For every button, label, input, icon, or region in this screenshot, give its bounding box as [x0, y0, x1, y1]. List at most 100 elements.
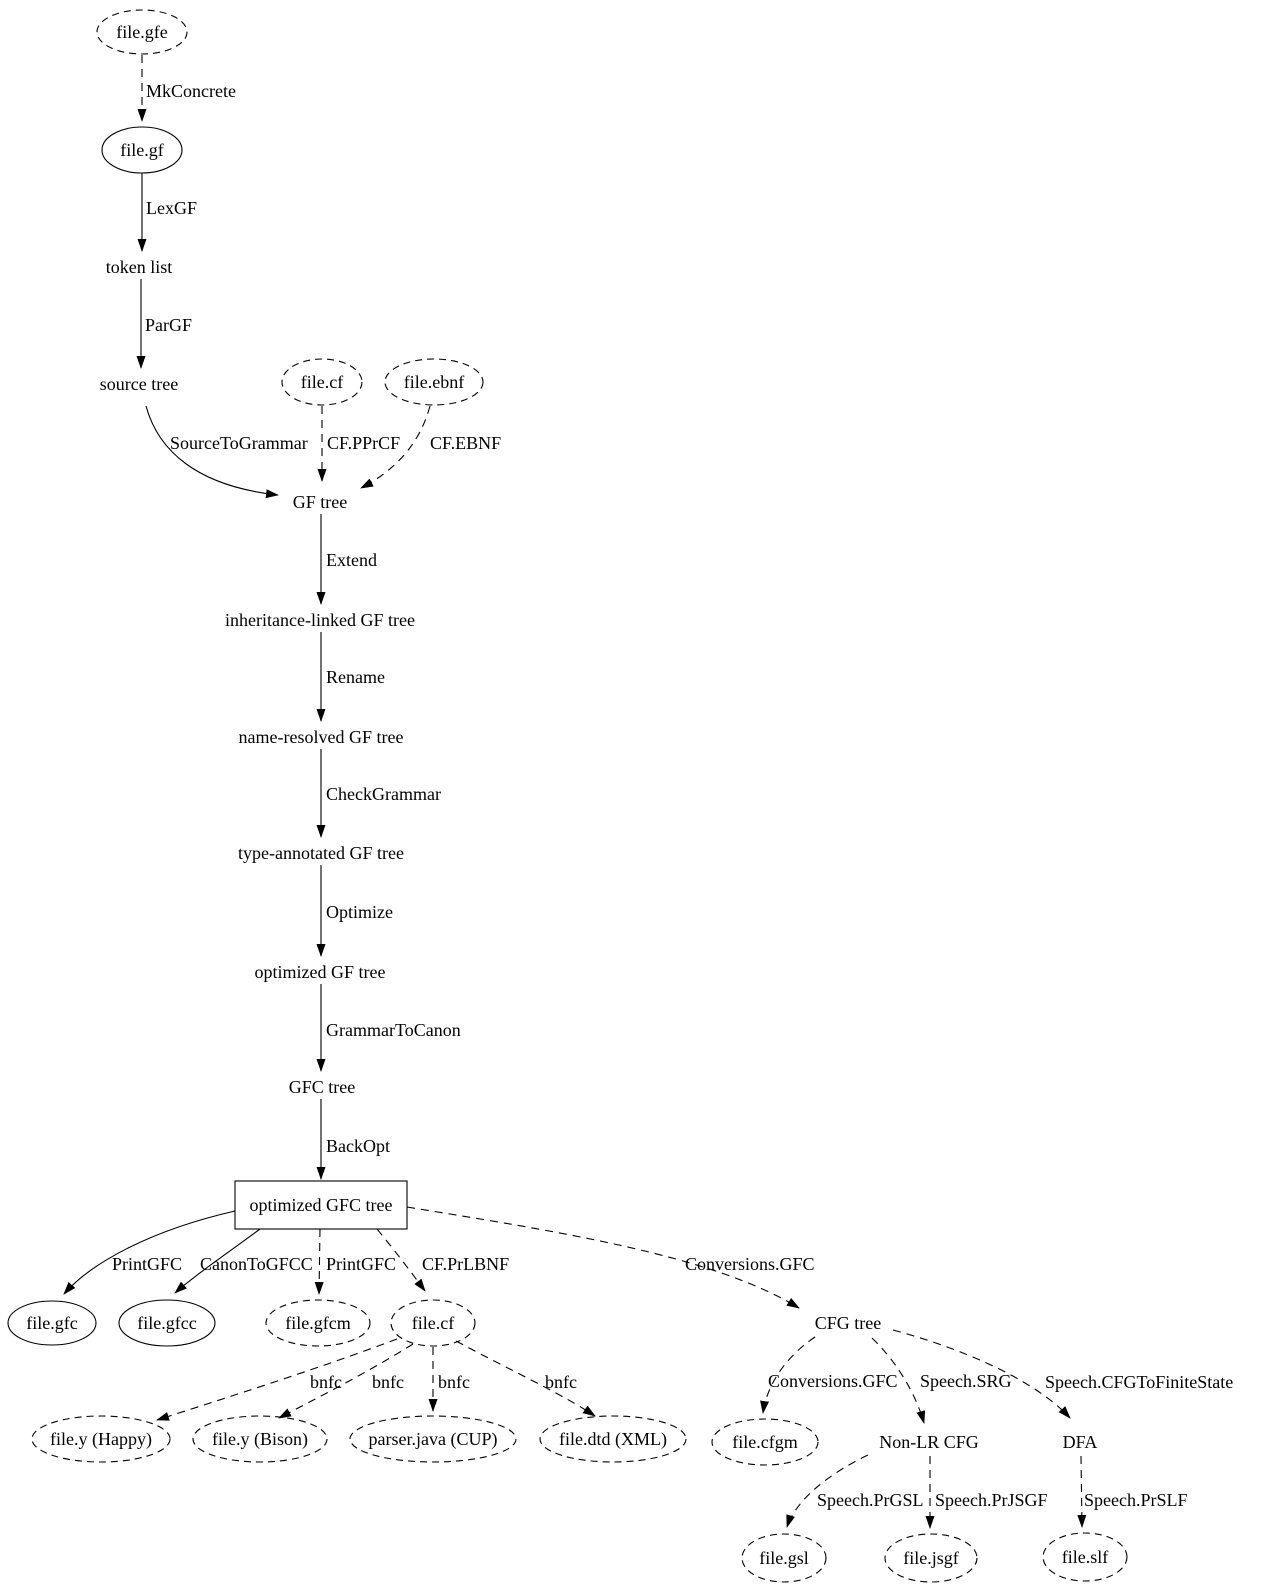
node-source-tree: source tree — [100, 374, 178, 394]
node-file-y-happy: file.y (Happy) — [31, 1415, 171, 1463]
node-shape-file-ebnf — [384, 358, 484, 406]
node-label-opt-gf-tree: optimized GF tree — [255, 962, 386, 982]
node-label-file-dtd-xml: file.dtd (XML) — [559, 1429, 667, 1450]
edge-opt-gfc-tree-to-file-cf-bot — [376, 1228, 426, 1292]
edge-opt-gfc-tree-to-cfg-tree — [406, 1206, 800, 1309]
edge-label-dfa-to-file-slf: Speech.PrSLF — [1084, 1490, 1188, 1510]
node-file-y-bison: file.y (Bison) — [192, 1415, 328, 1463]
node-label-file-gsl: file.gsl — [759, 1548, 809, 1568]
node-shape-parser-java-cup — [349, 1415, 517, 1463]
node-label-file-y-happy: file.y (Happy) — [50, 1429, 152, 1450]
node-label-file-gfc: file.gfc — [26, 1313, 77, 1333]
edge-non-lr-cfg-to-file-gsl — [786, 1454, 869, 1528]
node-shape-file-jsgf — [884, 1533, 978, 1583]
edge-label-gf-tree-to-inh-gf-tree: Extend — [326, 550, 377, 570]
node-label-file-jsgf: file.jsgf — [903, 1548, 959, 1568]
edge-file-ebnf-to-gf-tree — [360, 405, 431, 489]
node-label-parser-java-cup: parser.java (CUP) — [369, 1429, 498, 1450]
edge-label-type-gf-tree-to-opt-gf-tree: Optimize — [326, 902, 393, 922]
edge-label-opt-gfc-tree-to-cfg-tree: Conversions.GFC — [685, 1254, 815, 1274]
node-shape-file-gfcm — [265, 1299, 371, 1347]
node-file-gf: file.gf — [101, 126, 183, 174]
node-file-gfcc: file.gfcc — [118, 1299, 216, 1347]
edge-label-file-gfe-to-file-gf: MkConcrete — [146, 81, 236, 101]
edge-dfa-to-file-slf — [1077, 1455, 1087, 1528]
edge-source-tree-to-gf-tree — [145, 405, 279, 499]
edge-label-name-gf-tree-to-type-gf-tree: CheckGrammar — [326, 784, 441, 804]
node-non-lr-cfg: Non-LR CFG — [879, 1432, 979, 1452]
node-shape-file-gfe — [96, 9, 188, 55]
edge-label-gfc-tree-to-opt-gfc-tree: BackOpt — [326, 1136, 390, 1156]
node-file-gfe: file.gfe — [96, 9, 188, 55]
node-shape-file-y-bison — [192, 1415, 328, 1463]
edge-label-token-list-to-source-tree: ParGF — [145, 315, 192, 335]
node-shape-file-cf-bot — [390, 1299, 476, 1347]
node-type-gf-tree: type-annotated GF tree — [238, 843, 404, 863]
node-shape-file-cfgm — [711, 1418, 819, 1466]
node-token-list: token list — [106, 257, 173, 277]
node-label-inh-gf-tree: inheritance-linked GF tree — [225, 610, 415, 630]
node-label-type-gf-tree: type-annotated GF tree — [238, 843, 404, 863]
edge-opt-gfc-tree-to-file-gfcc — [174, 1228, 261, 1294]
node-label-file-y-bison: file.y (Bison) — [212, 1429, 308, 1450]
node-file-gsl: file.gsl — [741, 1533, 827, 1583]
edge-opt-gfc-tree-to-file-gfc — [63, 1210, 236, 1295]
edge-label-file-cf-bot-to-file-y-bison: bnfc — [372, 1372, 404, 1392]
edge-label-cfg-tree-to-file-cfgm: Conversions.GFC — [768, 1371, 898, 1391]
node-name-gf-tree: name-resolved GF tree — [239, 727, 404, 747]
edge-label-opt-gfc-tree-to-file-cf-bot: CF.PrLBNF — [422, 1254, 509, 1274]
node-file-jsgf: file.jsgf — [884, 1533, 978, 1583]
node-file-slf: file.slf — [1042, 1532, 1128, 1582]
edge-label-inh-gf-tree-to-name-gf-tree: Rename — [326, 667, 385, 687]
edge-label-non-lr-cfg-to-file-jsgf: Speech.PrJSGF — [935, 1490, 1048, 1510]
node-file-cf-top: file.cf — [281, 358, 363, 406]
node-file-ebnf: file.ebnf — [384, 358, 484, 406]
node-label-token-list: token list — [106, 257, 173, 277]
node-label-name-gf-tree: name-resolved GF tree — [239, 727, 404, 747]
node-gf-tree: GF tree — [293, 492, 347, 512]
node-file-gfcm: file.gfcm — [265, 1299, 371, 1347]
edge-label-file-ebnf-to-gf-tree: CF.EBNF — [430, 433, 501, 453]
node-gfc-tree: GFC tree — [289, 1077, 356, 1097]
edge-label-file-cf-bot-to-file-y-happy: bnfc — [310, 1372, 342, 1392]
node-label-file-slf: file.slf — [1062, 1547, 1109, 1567]
node-label-gfc-tree: GFC tree — [289, 1077, 356, 1097]
edge-label-non-lr-cfg-to-file-gsl: Speech.PrGSL — [817, 1490, 924, 1510]
edge-label-opt-gf-tree-to-gfc-tree: GrammarToCanon — [326, 1020, 461, 1040]
node-dfa: DFA — [1063, 1432, 1098, 1452]
edges-layer: MkConcrete LexGF ParGF SourceToGrammar CF.PP… — [63, 55, 1233, 1529]
nodes-layer: file.gfe file.gf token list source tree file… — [7, 9, 1128, 1583]
edge-label-file-cf-bot-to-parser-java-cup: bnfc — [438, 1372, 470, 1392]
node-label-file-gfcm: file.gfcm — [285, 1313, 350, 1333]
edge-file-cf-bot-to-file-dtd-xml — [455, 1340, 596, 1417]
node-label-non-lr-cfg: Non-LR CFG — [879, 1432, 979, 1452]
node-label-gf-tree: GF tree — [293, 492, 347, 512]
edge-label-file-cf-top-to-gf-tree: CF.PPrCF — [327, 433, 400, 453]
node-shape-file-y-happy — [31, 1415, 171, 1463]
node-label-file-gfcc: file.gfcc — [137, 1313, 196, 1333]
node-cfg-tree: CFG tree — [815, 1313, 882, 1333]
node-shape-file-gfc — [7, 1300, 97, 1346]
node-label-file-ebnf: file.ebnf — [404, 372, 464, 392]
node-label-opt-gfc-tree: optimized GFC tree — [250, 1195, 393, 1215]
node-shape-file-cf-top — [281, 358, 363, 406]
node-file-gfc: file.gfc — [7, 1300, 97, 1346]
node-shape-file-slf — [1042, 1532, 1128, 1582]
node-label-source-tree: source tree — [100, 374, 178, 394]
edge-label-source-tree-to-gf-tree: SourceToGrammar — [170, 433, 308, 453]
node-label-file-gfe: file.gfe — [116, 22, 167, 42]
edge-label-file-cf-bot-to-file-dtd-xml: bnfc — [545, 1372, 577, 1392]
node-inh-gf-tree: inheritance-linked GF tree — [225, 610, 415, 630]
edge-opt-gfc-tree-to-file-gfcm — [314, 1228, 324, 1295]
node-file-cf-bot: file.cf — [390, 1299, 476, 1347]
node-label-file-cf-top: file.cf — [301, 372, 343, 392]
node-opt-gf-tree: optimized GF tree — [255, 962, 386, 982]
edge-label-opt-gfc-tree-to-file-gfcc: CanonToGFCC — [200, 1254, 313, 1274]
edge-label-file-gf-to-token-list: LexGF — [146, 198, 197, 218]
node-shape-file-gf — [101, 126, 183, 174]
edge-label-cfg-tree-to-dfa: Speech.CFGToFiniteState — [1045, 1372, 1233, 1392]
node-shape-file-gfcc — [118, 1299, 216, 1347]
node-parser-java-cup: parser.java (CUP) — [349, 1415, 517, 1463]
edge-file-cf-bot-to-file-y-happy — [156, 1338, 398, 1421]
